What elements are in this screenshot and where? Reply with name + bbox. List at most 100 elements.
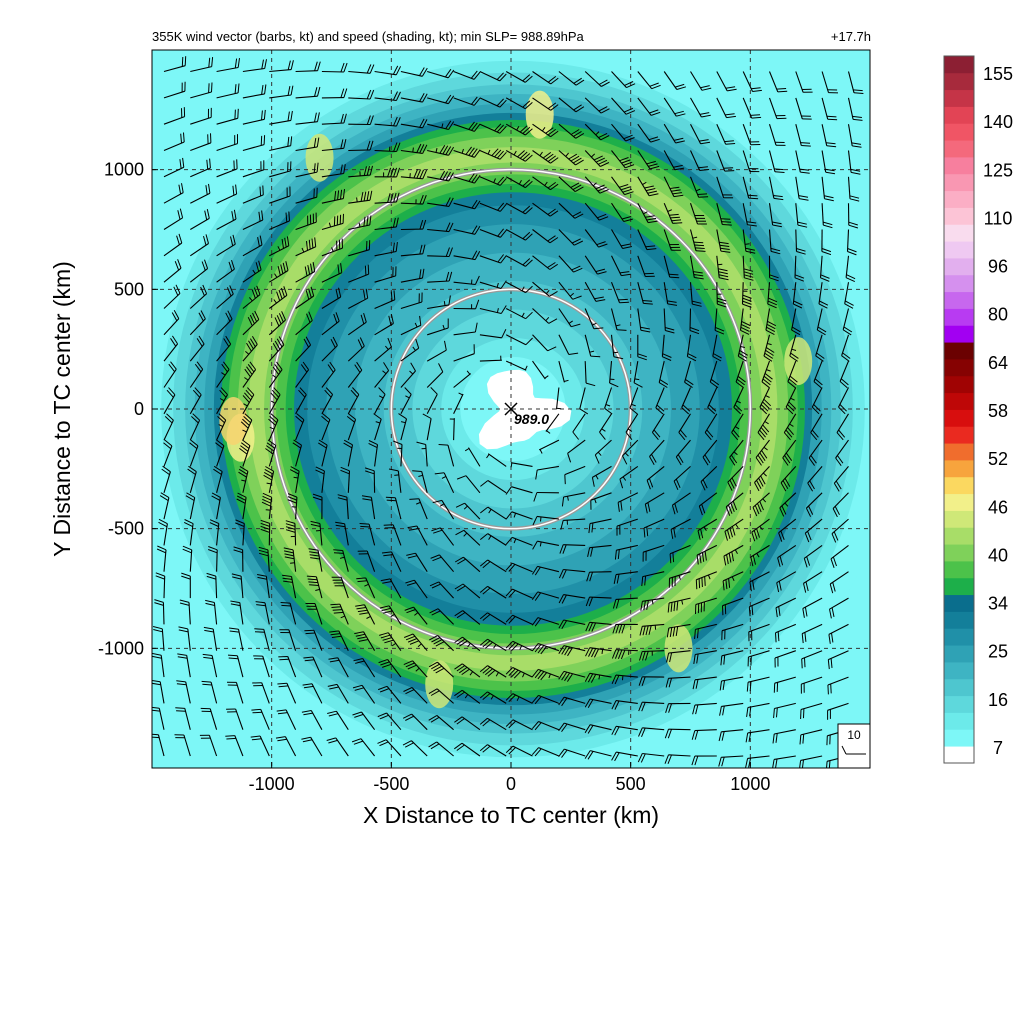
barb-feather: [836, 455, 844, 464]
barb-feather: [597, 186, 607, 192]
barb-feather: [416, 143, 422, 153]
barb-feather: [701, 87, 712, 91]
barb-staff: [163, 419, 174, 441]
barb-staff: [802, 597, 823, 609]
barb-staff: [348, 149, 371, 152]
barb-feather: [378, 685, 388, 691]
barb-feather: [537, 645, 545, 654]
wind-barb: [269, 85, 294, 99]
wind-barb: [449, 418, 455, 441]
barb-staff: [563, 568, 586, 573]
barb-feather: [625, 110, 636, 115]
barb-staff: [709, 360, 718, 383]
barb-half-feather: [391, 642, 396, 647]
wind-barb: [584, 202, 609, 221]
barb-feather: [799, 168, 810, 171]
wind-barb: [242, 84, 267, 99]
barb-feather: [508, 694, 516, 703]
wind-barb: [693, 650, 717, 664]
barb-half-feather: [270, 400, 276, 404]
wind-barb: [282, 574, 297, 599]
barb-staff: [189, 318, 206, 336]
barb-feather: [182, 545, 192, 551]
barb-staff: [242, 344, 258, 362]
wind-barb: [531, 720, 560, 731]
barb-feather: [829, 583, 834, 594]
barb-feather: [667, 303, 678, 306]
barb-staff: [795, 71, 804, 93]
barb-feather: [525, 285, 533, 293]
barb-feather: [173, 286, 179, 296]
barb-staff: [295, 246, 316, 257]
y-tick-label: 500: [114, 279, 144, 299]
barb-feather: [304, 629, 314, 632]
barb-feather: [797, 221, 807, 225]
wind-barb: [304, 629, 323, 651]
barb-staff: [348, 199, 371, 204]
barb-staff: [348, 249, 370, 257]
barb-feather: [363, 166, 367, 176]
barb-staff: [589, 571, 612, 573]
wind-barb: [479, 506, 507, 520]
barb-half-feather: [273, 299, 277, 304]
wind-barb: [229, 627, 244, 651]
barb-feather: [766, 323, 776, 330]
barb-staff: [785, 387, 797, 408]
barb-staff: [189, 268, 208, 283]
barb-staff: [216, 168, 238, 178]
wind-barb: [163, 310, 180, 336]
barb-staff: [642, 597, 665, 602]
barb-staff: [532, 334, 548, 352]
colorbar-segment: [944, 291, 974, 309]
barb-feather: [208, 546, 218, 551]
barb-staff: [443, 472, 455, 494]
barb-half-feather: [595, 475, 599, 480]
barb-half-feather: [467, 643, 471, 648]
barb-feather: [445, 197, 451, 207]
barb-feather: [613, 356, 624, 360]
wind-barb: [242, 361, 257, 388]
wind-barb: [432, 499, 455, 520]
barb-staff: [804, 518, 823, 534]
wind-barb: [374, 314, 394, 336]
wind-barb: [280, 602, 297, 625]
barb-feather: [834, 506, 840, 516]
barb-feather: [388, 468, 399, 472]
wind-barb: [268, 311, 286, 336]
barb-feather: [277, 738, 287, 742]
barb-feather: [676, 113, 686, 117]
barb-feather: [428, 688, 438, 695]
barb-half-feather: [496, 308, 499, 313]
wind-barb: [532, 334, 557, 352]
barb-feather: [790, 352, 799, 359]
barb-feather: [830, 658, 833, 668]
barb-feather: [357, 609, 368, 613]
barb-feather: [408, 528, 419, 531]
wind-barb: [768, 176, 784, 201]
barb-feather: [256, 604, 266, 607]
wind-barb: [453, 225, 481, 235]
barb-feather: [334, 190, 337, 201]
wind-barb: [163, 233, 183, 257]
barb-feather: [152, 682, 161, 686]
wind-barb: [689, 203, 707, 225]
barb-feather: [337, 190, 340, 200]
barb-staff: [754, 466, 770, 483]
wind-barb: [780, 466, 797, 492]
barb-feather: [379, 741, 389, 747]
barb-feather: [757, 432, 765, 441]
barb-feather: [599, 189, 609, 194]
barb-feather: [791, 326, 801, 333]
barb-staff: [216, 143, 238, 152]
barb-feather: [267, 439, 276, 446]
barb-feather: [751, 87, 761, 90]
barb-feather: [638, 676, 643, 686]
wind-barb: [216, 159, 238, 178]
barb-staff: [733, 387, 744, 408]
barb-feather: [613, 574, 617, 584]
barb-feather: [621, 273, 631, 277]
barb-half-feather: [242, 429, 247, 433]
barb-feather: [671, 189, 681, 192]
barb-staff: [216, 394, 228, 415]
barb-feather: [422, 268, 425, 279]
